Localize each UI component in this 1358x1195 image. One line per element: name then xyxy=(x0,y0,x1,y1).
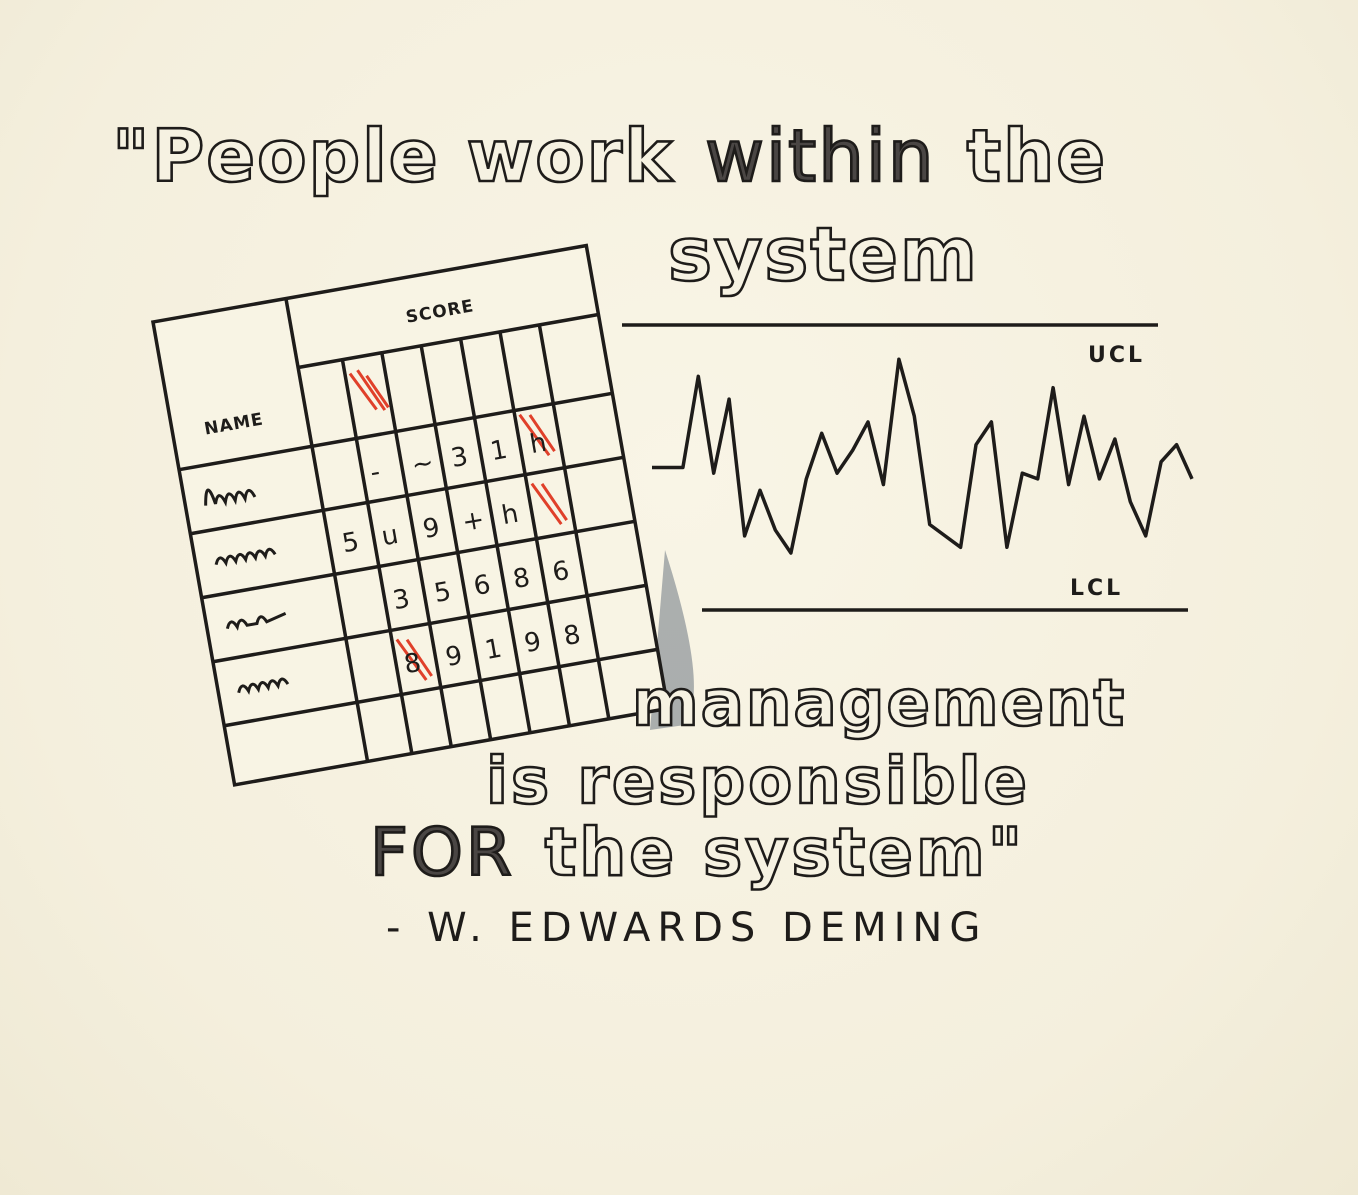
quote-line-4: is responsible xyxy=(485,745,1030,819)
attribution: - W. EDWARDS DEMING xyxy=(386,905,988,951)
for-word: FOR xyxy=(369,814,515,891)
ucl-label: UCL xyxy=(1088,343,1145,368)
quote-line-1-start: "People work xyxy=(111,114,702,198)
score-cell: 3 xyxy=(449,442,471,474)
score-cell: h xyxy=(528,428,549,460)
quote-line-5-end: the system" xyxy=(518,814,1026,891)
score-cell: 8 xyxy=(511,563,533,595)
score-cell: 8 xyxy=(402,648,424,680)
score-cell: 9 xyxy=(421,513,443,545)
within-word: within xyxy=(704,114,936,198)
for-highlight: FOR xyxy=(362,818,523,890)
score-sheet: NAME SCORE - ~ 3 1 h 5 u 9 + h 3 5 6 8 6… xyxy=(150,243,694,787)
score-cell: 3 xyxy=(391,584,413,616)
score-cell: 1 xyxy=(488,435,510,467)
score-highlights xyxy=(348,369,568,681)
score-cell: 9 xyxy=(522,627,544,659)
name-scribbles xyxy=(204,488,290,695)
score-values: - ~ 3 1 h 5 u 9 + h 3 5 6 8 6 8 9 1 9 8 xyxy=(340,428,583,681)
score-cell: 5 xyxy=(432,577,454,609)
quote-line-1: "People work within the xyxy=(111,119,1107,196)
quote-line-3: management xyxy=(631,667,1127,741)
quote-line-2: system xyxy=(667,212,979,298)
score-cell: 9 xyxy=(443,641,465,673)
quote-line-1-end: the xyxy=(939,114,1108,198)
score-cell: 8 xyxy=(561,620,583,652)
control-chart: UCL LCL xyxy=(622,323,1194,612)
quote-line-5: FOR the system" xyxy=(362,818,1025,890)
score-cell: 6 xyxy=(471,570,493,602)
lcl-label: LCL xyxy=(1070,576,1123,601)
process-line xyxy=(652,357,1194,555)
score-cell: + xyxy=(460,505,487,538)
score-cell: 6 xyxy=(550,556,572,588)
score-cell: h xyxy=(499,499,520,531)
score-cell: ~ xyxy=(409,448,436,481)
score-cell: 1 xyxy=(483,634,505,666)
within-highlight: within xyxy=(697,119,944,196)
score-cell: 5 xyxy=(340,527,362,559)
score-cell: u xyxy=(379,520,400,552)
